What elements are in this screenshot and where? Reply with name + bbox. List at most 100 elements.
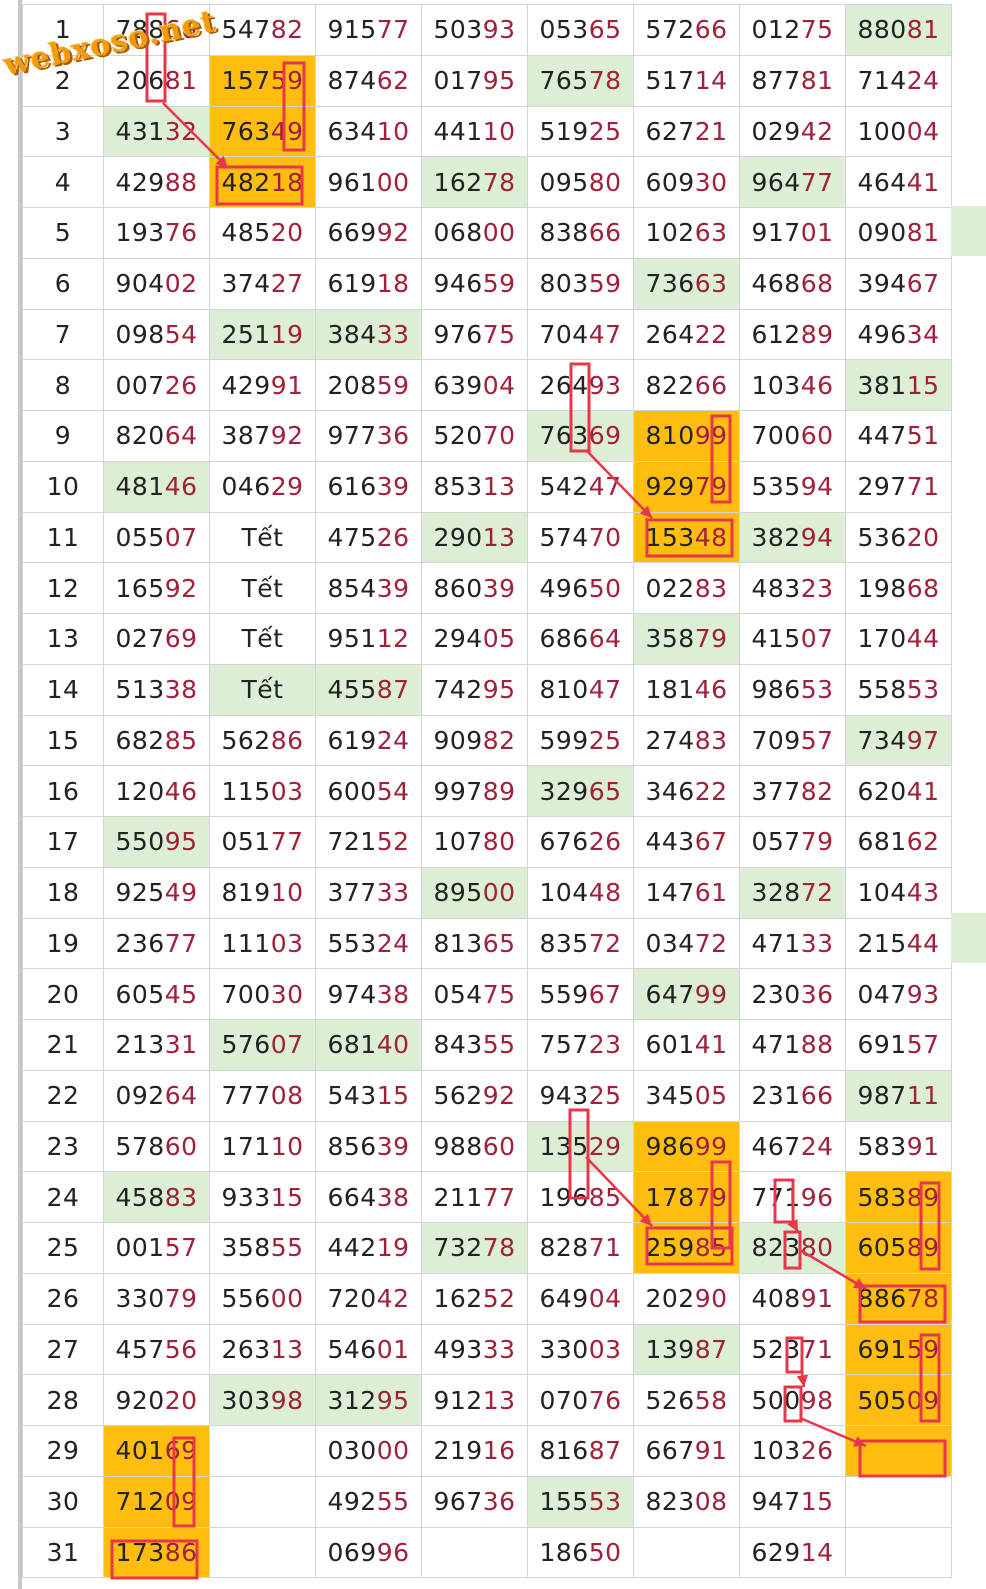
result-cell: 98860 [421,1120,528,1173]
day-number: 2 [22,54,104,107]
result-cell: 01795 [421,54,528,107]
day-number: 27 [22,1323,104,1376]
result-cell: 66438 [315,1171,422,1223]
day-number: 14 [22,663,104,716]
result-cell: 16278 [421,156,528,208]
table-row: 12 16592 Tết 85439 86039 49650 02283 48323 19868 [22,562,952,614]
result-cell: 53594 [739,460,846,513]
result-cell: Tết [209,562,316,614]
result-cell: 04629 [209,460,316,513]
result-cell: 06800 [421,207,528,259]
result-cell: 60589 [845,1222,952,1274]
highlight-box [858,1439,947,1478]
table-row: 24 45883 93315 66438 21177 19685 17879 77196 583… [22,1171,952,1223]
day-number: 30 [22,1475,104,1528]
result-cell: 64904 [527,1272,634,1325]
day-number: 16 [22,765,104,817]
table-row: 20 60545 70030 97438 05475 55967 64799 23036 047… [22,968,952,1020]
result-cell: 48323 [739,562,846,614]
result-cell: 00726 [103,359,210,411]
result-cell [633,1526,740,1579]
table-row: 15 68285 56286 61924 90982 59925 27483 70957 734… [22,714,952,767]
highlight-box [858,1284,947,1324]
result-cell: 17110 [209,1120,316,1173]
table-row: 13 02769 Tết 95112 29405 68664 35879 41507 17044 [22,613,952,665]
result-cell: 87462 [315,54,422,107]
result-cell: 00157 [103,1222,210,1274]
result-cell: 54601 [315,1323,422,1376]
result-cell: 03472 [633,917,740,970]
result-cell: 50509 [845,1374,952,1426]
day-number: 3 [22,105,104,158]
result-cell: 97736 [315,410,422,462]
result-cell: 55853 [845,663,952,716]
table-row: 29 40169 03000 21916 81687 66791 10326 [22,1425,952,1477]
table-row: 27 45756 26313 54601 49333 33003 13987 52371 691… [22,1323,952,1376]
day-number: 29 [22,1425,104,1477]
result-cell: 30398 [209,1374,316,1426]
result-cell: 78860 [103,4,210,56]
results-table: 1 78860 54782 91577 50393 05365 57266 01275 8808… [22,4,952,1579]
result-cell: 73278 [421,1222,528,1274]
result-cell: 60054 [315,765,422,817]
table-row: 8 00726 42991 20859 63904 26493 82266 10346 3811… [22,359,952,411]
result-cell: 69159 [845,1323,952,1376]
result-cell: 80359 [527,257,634,310]
result-cell: 10346 [739,359,846,411]
table-row: 30 71209 49255 96736 15553 82308 94715 [22,1475,952,1528]
result-cell: 54782 [209,4,316,56]
result-cell: 41507 [739,613,846,665]
result-cell: 57607 [209,1019,316,1071]
result-cell: 53620 [845,511,952,564]
table-row: 16 12046 11503 60054 99789 32965 34622 37782 620… [22,765,952,817]
result-cell: 47133 [739,917,846,970]
table-row: 14 51338 Tết 45587 74295 81047 18146 98653 55853 [22,663,952,716]
table-row: 1 78860 54782 91577 50393 05365 57266 01275 8808… [22,4,952,56]
result-cell: 73497 [845,714,952,767]
result-cell: 18146 [633,663,740,716]
result-cell: 70030 [209,968,316,1020]
highlight-box [785,1336,804,1374]
day-number: 7 [22,308,104,361]
table-row: 2 20681 15759 87462 01795 76578 51714 87781 7142… [22,54,952,107]
result-cell: 56286 [209,714,316,767]
highlight-box [783,1385,803,1423]
highlight-box [773,1178,795,1224]
table-row: 23 57860 17110 85639 98860 13529 98699 46724 583… [22,1120,952,1173]
result-cell [209,1475,316,1528]
result-cell: 12046 [103,765,210,817]
result-cell: 09580 [527,156,634,208]
highlight-box [783,1230,802,1270]
result-cell: 37733 [315,866,422,919]
day-number: 5 [22,207,104,259]
result-cell: 62721 [633,105,740,158]
table-row: 26 33079 55600 72042 16252 64904 20290 40891 886… [22,1272,952,1325]
result-cell: 05365 [527,4,634,56]
arrow-line [586,450,653,519]
result-cell: 07076 [527,1374,634,1426]
result-cell: 26493 [527,359,634,411]
result-cell: 92549 [103,866,210,919]
result-cell: 13529 [527,1120,634,1173]
arrow-line [585,1156,653,1227]
day-number: 18 [22,866,104,919]
result-cell: 52371 [739,1323,846,1376]
day-number: 22 [22,1069,104,1122]
result-cell: 54315 [315,1069,422,1122]
result-cell: 85639 [315,1120,422,1173]
day-number: 17 [22,816,104,868]
result-cell: 75723 [527,1019,634,1071]
result-cell [845,1425,952,1477]
result-cell: 57860 [103,1120,210,1173]
arrow-head [853,1436,866,1447]
result-cell: 92979 [633,460,740,513]
arrow-head [853,1278,866,1289]
result-cell: 21916 [421,1425,528,1477]
result-cell: 58389 [845,1171,952,1223]
arrow-head [796,1374,808,1387]
result-cell: 49333 [421,1323,528,1376]
result-cell: 51338 [103,663,210,716]
result-cell: 60545 [103,968,210,1020]
result-cell: 26422 [633,308,740,361]
table-row: 17 55095 05177 72152 10780 67626 44367 05779 681… [22,816,952,868]
